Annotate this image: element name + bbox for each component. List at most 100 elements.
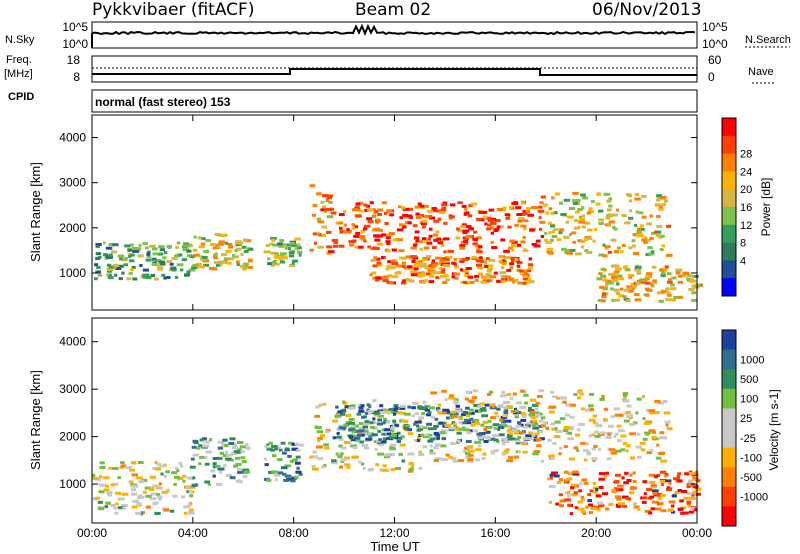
data-cell <box>114 267 122 270</box>
data-cell <box>618 294 624 298</box>
data-cell <box>293 475 299 479</box>
data-cell <box>477 409 481 413</box>
data-cell <box>649 214 653 218</box>
data-cell <box>553 474 560 478</box>
data-cell <box>331 238 339 242</box>
data-cell <box>279 448 283 452</box>
data-cell <box>361 443 368 447</box>
data-cell <box>399 223 403 227</box>
data-cell <box>137 254 144 258</box>
data-cell <box>441 437 447 441</box>
data-cell <box>158 482 162 486</box>
data-cell <box>384 222 389 225</box>
data-cell <box>573 226 580 230</box>
data-cell <box>336 435 342 439</box>
data-cell <box>146 252 151 256</box>
data-cell <box>498 426 505 429</box>
data-cell <box>149 244 156 248</box>
data-cell <box>278 244 285 248</box>
data-cell <box>465 235 472 239</box>
data-cell <box>117 506 124 510</box>
data-cell <box>171 471 178 475</box>
data-cell <box>225 454 229 458</box>
data-cell <box>534 411 540 415</box>
data-cell <box>517 281 524 285</box>
colorbar-segment <box>722 447 736 468</box>
data-cell <box>417 202 422 206</box>
data-cell <box>568 248 576 252</box>
data-cell <box>345 414 352 417</box>
data-cell <box>118 264 124 268</box>
data-cell <box>103 488 110 492</box>
data-cell <box>651 231 656 235</box>
data-cell <box>577 239 582 243</box>
data-cell <box>444 398 448 401</box>
data-cell <box>358 245 364 249</box>
data-cell <box>379 468 383 472</box>
data-cell <box>312 232 317 236</box>
data-cell <box>474 238 479 242</box>
data-cell <box>416 436 421 440</box>
data-cell <box>205 450 212 454</box>
data-cell <box>189 494 194 498</box>
data-cell <box>592 481 597 485</box>
data-cell <box>479 407 487 410</box>
data-cell <box>663 411 671 415</box>
data-cell <box>243 238 248 242</box>
data-cell <box>411 260 416 263</box>
data-cell <box>677 280 683 284</box>
data-cell <box>608 220 615 224</box>
data-cell <box>442 281 448 285</box>
data-cell <box>641 194 647 198</box>
data-cell <box>678 274 683 278</box>
colorbar-tick-label: 100 <box>740 394 758 406</box>
data-cell <box>641 395 645 398</box>
data-cell <box>640 227 645 231</box>
data-cell <box>121 492 129 496</box>
data-cell <box>514 223 519 227</box>
data-cell <box>226 261 232 265</box>
data-cell <box>577 500 583 504</box>
data-cell <box>420 262 427 266</box>
data-cell <box>628 216 634 220</box>
data-cell <box>424 404 431 408</box>
colorbar-tick-label: 8 <box>740 238 746 250</box>
data-cell <box>270 263 275 267</box>
data-cell <box>372 417 376 421</box>
data-cell <box>651 265 657 269</box>
data-cell <box>521 212 526 216</box>
data-cell <box>597 209 604 213</box>
data-cell <box>575 210 580 214</box>
data-cell <box>225 250 230 253</box>
data-cell <box>608 424 614 428</box>
data-cell <box>367 245 372 249</box>
data-cell <box>203 259 209 263</box>
data-cell <box>635 411 639 415</box>
data-cell <box>420 214 424 218</box>
data-cell <box>236 448 242 452</box>
data-cell <box>625 444 631 448</box>
data-cell <box>466 421 472 425</box>
data-cell <box>690 274 694 278</box>
data-cell <box>487 279 493 283</box>
data-cell <box>645 408 651 412</box>
data-cell <box>686 277 691 281</box>
data-cell <box>357 436 361 440</box>
data-cell <box>153 501 159 505</box>
data-cell <box>513 455 520 459</box>
data-cell <box>603 192 611 196</box>
data-cell <box>459 427 465 431</box>
data-cell <box>566 477 573 481</box>
data-cell <box>621 214 627 217</box>
data-cell <box>415 260 420 264</box>
data-cell <box>563 479 568 483</box>
data-cell <box>615 473 621 477</box>
data-cell <box>556 396 560 400</box>
data-cell <box>396 228 404 232</box>
data-cell <box>658 452 665 455</box>
data-cell <box>418 260 423 263</box>
data-cell <box>638 211 644 215</box>
data-cell <box>677 295 683 299</box>
data-cell <box>274 447 279 451</box>
data-cell <box>297 246 302 250</box>
